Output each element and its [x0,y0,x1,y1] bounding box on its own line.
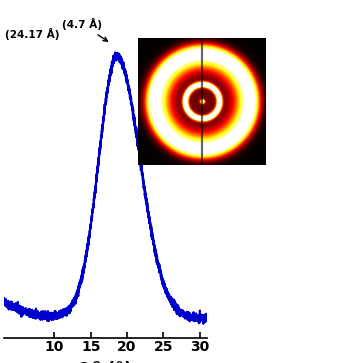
Text: (4.7 Å): (4.7 Å) [62,19,107,41]
X-axis label: $2\theta$ (°): $2\theta$ (°) [78,359,132,363]
Text: (24.17 Å): (24.17 Å) [5,28,60,40]
